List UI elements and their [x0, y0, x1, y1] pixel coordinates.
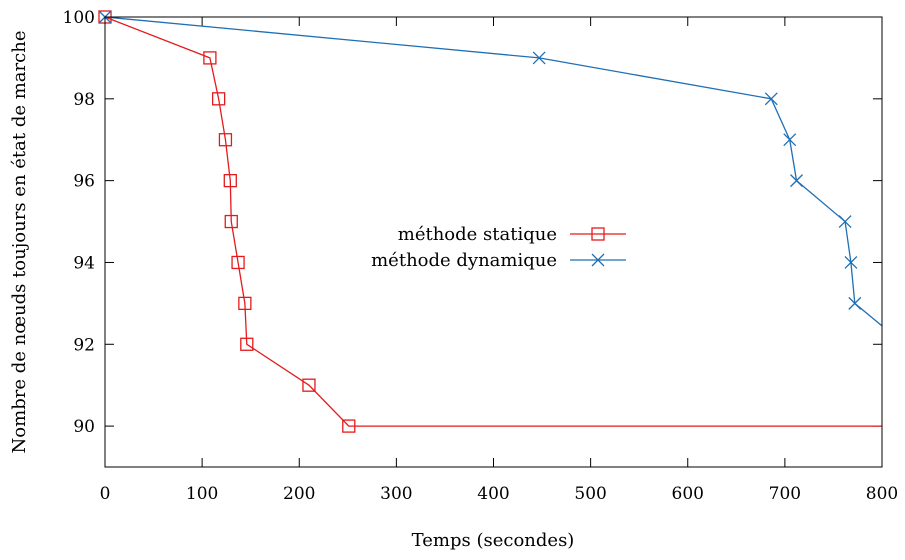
x-axis-label: Temps (secondes)	[412, 530, 575, 551]
legend-marker	[591, 253, 605, 267]
series-line	[104, 16, 882, 427]
series-dynamic	[98, 10, 883, 327]
data-point	[790, 174, 803, 188]
x-tick-label: 800	[866, 484, 898, 504]
data-point	[302, 378, 316, 392]
x-tick-label: 100	[186, 484, 218, 504]
x-tick-label: 700	[769, 484, 801, 504]
x-tick-label: 200	[283, 484, 315, 504]
data-point	[231, 255, 245, 270]
data-point	[783, 133, 797, 147]
y-tick-label: 92	[73, 335, 95, 355]
plot-frame	[104, 16, 883, 468]
data-point	[238, 296, 252, 311]
x-tick-label: 0	[100, 484, 111, 504]
data-point	[844, 255, 858, 269]
data-point	[848, 296, 862, 310]
x-tick-label: 600	[672, 484, 704, 504]
legend-marker	[591, 227, 605, 241]
data-point	[218, 133, 233, 147]
data-point	[240, 337, 254, 351]
x-tick-label: 500	[574, 484, 606, 504]
data-point	[211, 92, 226, 106]
data-point	[224, 214, 238, 229]
y-tick-label: 100	[63, 8, 95, 28]
y-tick-label: 90	[73, 417, 95, 437]
data-point	[203, 51, 217, 65]
data-point	[764, 92, 778, 106]
series-line	[104, 16, 883, 327]
chart-series	[98, 10, 883, 433]
x-tick-label: 300	[380, 484, 412, 504]
data-point	[532, 51, 546, 65]
y-axis-label: Nombre de nœuds toujours en état de marc…	[9, 31, 30, 454]
legend-label: méthode statique	[398, 224, 557, 245]
x-tick-label: 400	[477, 484, 509, 504]
data-point	[223, 173, 237, 188]
data-point	[838, 215, 852, 229]
y-tick-label: 98	[73, 90, 95, 110]
data-point	[342, 419, 356, 433]
tick-labels: 0 100 200 300 400 500 600 700 800 90 92 94 96 98 100	[63, 8, 899, 504]
y-tick-label: 94	[73, 253, 95, 273]
series-static	[98, 10, 882, 433]
legend: méthode statique méthode dynamique	[371, 224, 626, 271]
y-tick-label: 96	[73, 172, 95, 192]
legend-label: méthode dynamique	[371, 250, 557, 271]
